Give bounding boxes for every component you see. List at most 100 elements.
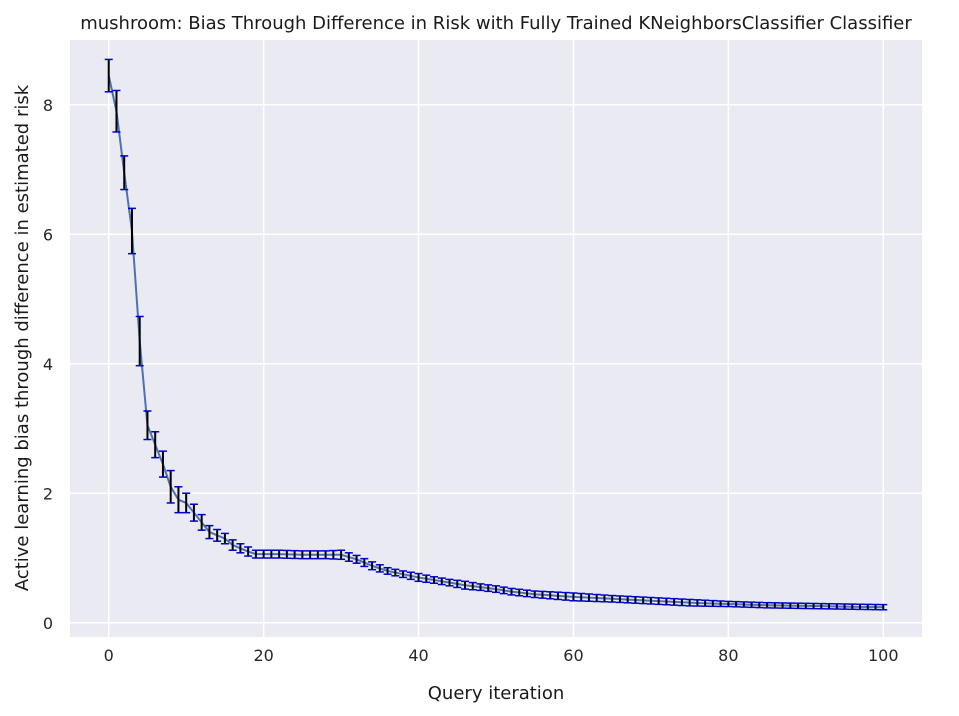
errorbar: [391, 568, 400, 577]
errorbar: [732, 600, 741, 608]
errorbar: [615, 595, 624, 604]
errorbar: [468, 581, 477, 591]
errorbar: [476, 583, 485, 592]
x-tick-label: 20: [253, 646, 273, 665]
errorbar: [832, 603, 841, 610]
errorbar: [282, 549, 291, 559]
errorbar: [646, 596, 655, 605]
errorbar: [422, 574, 431, 584]
errorbar: [639, 596, 648, 605]
errorbar: [654, 597, 663, 606]
errorbar: [623, 595, 632, 604]
grid: [70, 40, 922, 637]
errorbar: [507, 587, 516, 596]
errorbar: [306, 550, 315, 560]
x-tick-label: 0: [104, 646, 114, 665]
errorbar: [538, 590, 547, 599]
errorbar: [352, 554, 361, 564]
x-tick-label: 60: [563, 646, 583, 665]
x-tick-labels: 0 20 40 60 80 100: [104, 646, 899, 665]
errorbar: [298, 550, 307, 560]
errorbar: [158, 450, 167, 478]
errorbar: [337, 549, 346, 561]
errorbar: [801, 602, 810, 610]
errorbar: [592, 593, 601, 603]
errorbar: [399, 570, 408, 579]
errorbar: [344, 552, 353, 562]
errorbar: [817, 602, 826, 610]
errorbar: [584, 593, 593, 603]
y-tick-label: 6: [43, 225, 53, 244]
y-axis-label: Active learning bias through difference …: [12, 84, 33, 591]
errorbar: [205, 524, 214, 540]
errorbar: [445, 578, 454, 587]
y-tick-label: 8: [43, 96, 53, 115]
errorbar: [546, 591, 555, 600]
errorbar: [383, 566, 392, 575]
errorbar: [716, 600, 725, 608]
errorbar: [127, 207, 136, 255]
errorbar: [809, 602, 818, 610]
plot-background: [70, 40, 922, 637]
x-tick-label: 100: [868, 646, 899, 665]
errorbar: [670, 597, 679, 606]
errorbar: [770, 602, 779, 609]
errorbar: [329, 549, 338, 560]
errorbar: [143, 410, 152, 441]
errorbar: [135, 315, 144, 367]
errorbar: [244, 546, 253, 557]
x-tick-label: 80: [718, 646, 738, 665]
errorbar: [863, 603, 872, 611]
errorbar: [228, 539, 237, 551]
chart-title: mushroom: Bias Through Difference in Ris…: [80, 13, 912, 34]
errorbar: [368, 561, 377, 571]
errorbar: [414, 572, 423, 583]
errorbar: [220, 532, 229, 545]
errorbar: [553, 591, 562, 601]
errorbar: [879, 603, 888, 611]
errorbar: [577, 592, 586, 602]
errorbar: [608, 594, 617, 603]
errorbar: [236, 543, 245, 554]
errorbar: [430, 576, 439, 585]
errorbar: [267, 549, 276, 559]
errorbar: [453, 579, 462, 589]
errorbar: [189, 503, 198, 522]
errorbar: [104, 58, 113, 93]
errorbar: [251, 549, 260, 559]
errorbar: [375, 564, 384, 573]
errorbar: [321, 550, 330, 560]
errorbar: [786, 602, 795, 610]
errorbar: [360, 557, 369, 568]
errorbar: [182, 492, 191, 514]
errorbar: [499, 586, 508, 595]
y-tick-labels: 0 2 4 6 8: [43, 96, 53, 633]
errorbar: [437, 577, 446, 586]
x-axis-label: Query iteration: [428, 683, 564, 704]
errorbar: [747, 601, 756, 609]
errorbar: [166, 469, 175, 504]
errorbar: [174, 486, 183, 514]
errorbar: [677, 598, 686, 607]
errorbar: [151, 430, 160, 459]
x-tick-label: 40: [408, 646, 428, 665]
errorbar: [755, 601, 764, 609]
errorbar: [848, 603, 857, 611]
errorbar: [484, 584, 493, 593]
errorbar: [778, 602, 787, 609]
errorbar: [840, 603, 849, 610]
errorbar: [290, 549, 299, 560]
errorbar: [693, 599, 702, 607]
errorbar: [259, 549, 268, 559]
errorbar: [522, 589, 531, 598]
errorbar: [856, 603, 865, 611]
errorbar: [763, 601, 772, 609]
y-tick-label: 2: [43, 484, 53, 503]
errorbar: [112, 89, 121, 133]
errorbar: [461, 580, 470, 590]
errorbar: [631, 595, 640, 604]
errorbar: [275, 549, 284, 559]
errorbar: [569, 592, 578, 602]
